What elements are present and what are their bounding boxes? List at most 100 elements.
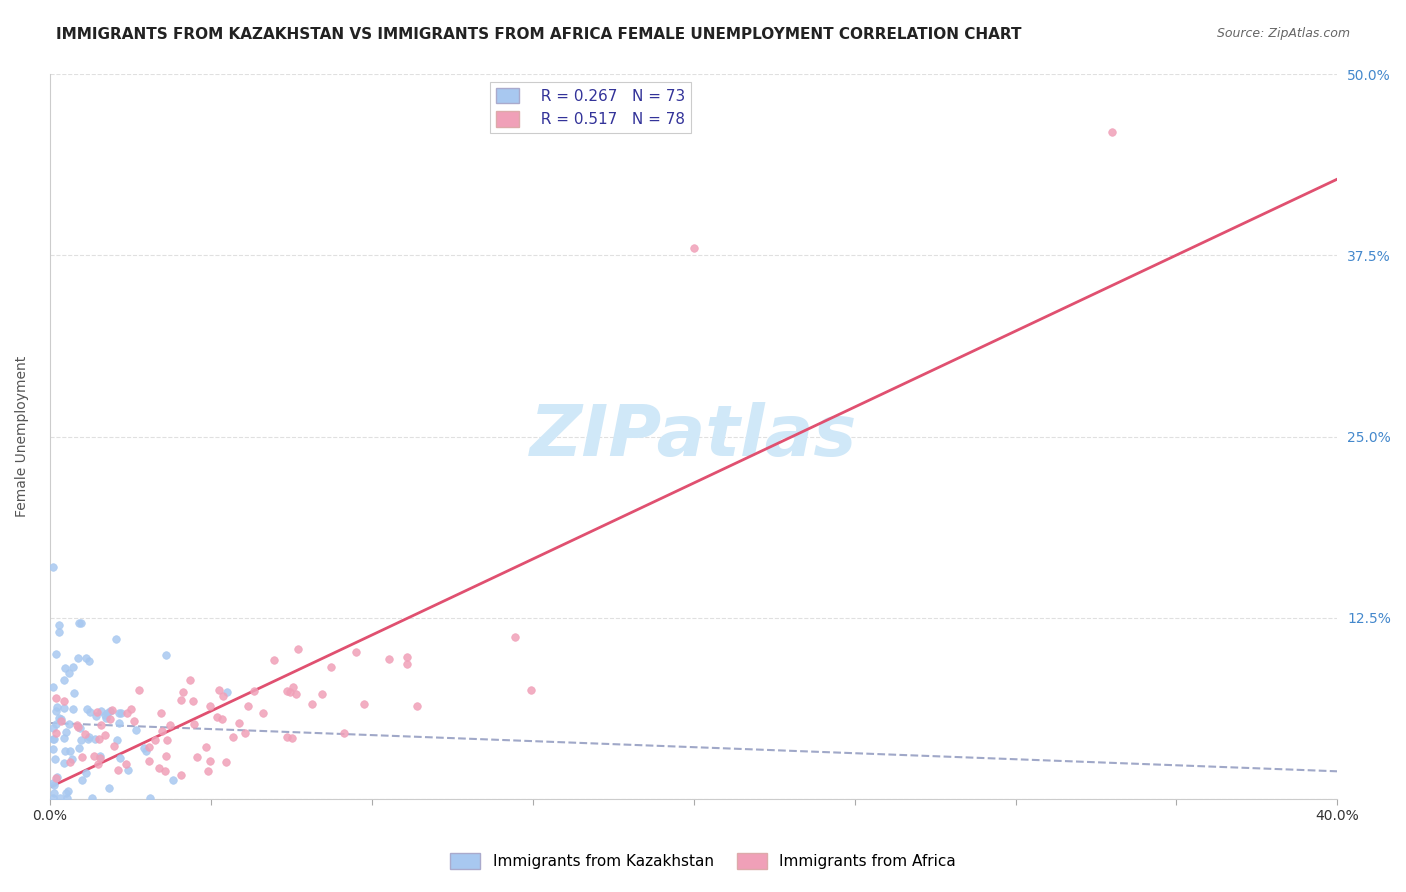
Text: IMMIGRANTS FROM KAZAKHSTAN VS IMMIGRANTS FROM AFRICA FEMALE UNEMPLOYMENT CORRELA: IMMIGRANTS FROM KAZAKHSTAN VS IMMIGRANTS… <box>56 27 1022 42</box>
Point <box>79 654 101 668</box>
Point <box>52 701 75 715</box>
Point <box>236 699 259 714</box>
Point <box>45 726 67 740</box>
Point <box>42 790 65 805</box>
Point <box>107 763 129 777</box>
Point <box>170 768 193 782</box>
Point <box>405 699 427 714</box>
Point <box>183 717 205 731</box>
Point <box>90 718 112 732</box>
Point <box>87 756 110 771</box>
Text: Source: ZipAtlas.com: Source: ZipAtlas.com <box>1216 27 1350 40</box>
Point <box>120 702 142 716</box>
Point <box>42 742 65 756</box>
Point <box>138 754 160 768</box>
Point <box>42 560 65 574</box>
Point <box>148 761 170 775</box>
Point <box>396 657 419 672</box>
Point <box>79 705 101 719</box>
Point <box>48 618 70 632</box>
Point <box>159 718 181 732</box>
Point <box>156 733 179 747</box>
Point <box>66 651 89 665</box>
Point <box>62 702 84 716</box>
Point <box>77 732 100 747</box>
Point <box>67 616 90 631</box>
Point <box>104 632 127 646</box>
Point <box>145 733 167 747</box>
Point <box>53 744 76 758</box>
Point <box>89 751 111 765</box>
Point <box>42 721 65 735</box>
Point <box>53 694 76 708</box>
Point <box>170 693 193 707</box>
Point <box>139 790 162 805</box>
Point <box>162 772 184 787</box>
Point <box>87 731 110 746</box>
Point <box>55 725 77 739</box>
Point <box>108 716 131 731</box>
Point <box>155 748 177 763</box>
Point <box>149 706 172 720</box>
Point <box>321 660 343 674</box>
Legend:   R = 0.267   N = 73,   R = 0.517   N = 78: R = 0.267 N = 73, R = 0.517 N = 78 <box>489 82 692 134</box>
Point <box>128 683 150 698</box>
Point <box>69 733 91 747</box>
Point <box>301 697 323 711</box>
Point <box>222 730 245 744</box>
Point <box>98 704 121 718</box>
Point <box>287 642 309 657</box>
Point <box>55 786 77 800</box>
Point <box>70 615 93 630</box>
Point <box>333 726 356 740</box>
Point <box>46 770 69 784</box>
Point <box>155 648 177 662</box>
Point <box>214 755 236 769</box>
Point <box>117 763 139 777</box>
Y-axis label: Female Unemployment: Female Unemployment <box>15 356 30 517</box>
Point <box>83 749 105 764</box>
Point <box>278 685 301 699</box>
Point <box>181 694 204 708</box>
Point <box>98 780 121 795</box>
Point <box>58 717 80 731</box>
Point <box>56 784 79 798</box>
Point <box>281 681 304 695</box>
Point <box>45 717 67 731</box>
Point <box>138 739 160 754</box>
Text: ZIPatlas: ZIPatlas <box>530 402 858 471</box>
Point <box>45 771 67 785</box>
Point <box>44 751 66 765</box>
Legend: Immigrants from Kazakhstan, Immigrants from Africa: Immigrants from Kazakhstan, Immigrants f… <box>444 847 962 875</box>
Point <box>42 732 65 747</box>
Point <box>59 755 82 769</box>
Point <box>233 726 256 740</box>
Point <box>105 733 128 747</box>
Point <box>150 723 173 738</box>
Point <box>353 697 375 711</box>
Point <box>200 755 222 769</box>
Point <box>51 712 73 726</box>
Point <box>56 790 79 805</box>
Point <box>67 741 90 756</box>
Point <box>45 705 67 719</box>
Point <box>228 716 250 731</box>
Point <box>94 728 117 742</box>
Point <box>311 688 333 702</box>
Point <box>132 740 155 755</box>
Point <box>212 689 235 703</box>
Point <box>89 748 111 763</box>
Point <box>53 661 76 675</box>
Point <box>263 652 285 666</box>
Point <box>94 707 117 722</box>
Point <box>42 680 65 694</box>
Point <box>200 699 222 714</box>
Point <box>115 706 138 720</box>
Point <box>207 710 229 724</box>
Point <box>48 711 70 725</box>
Point <box>42 786 65 800</box>
Point <box>45 647 67 661</box>
Point <box>49 790 72 805</box>
Point <box>84 731 107 746</box>
Point <box>66 718 89 732</box>
